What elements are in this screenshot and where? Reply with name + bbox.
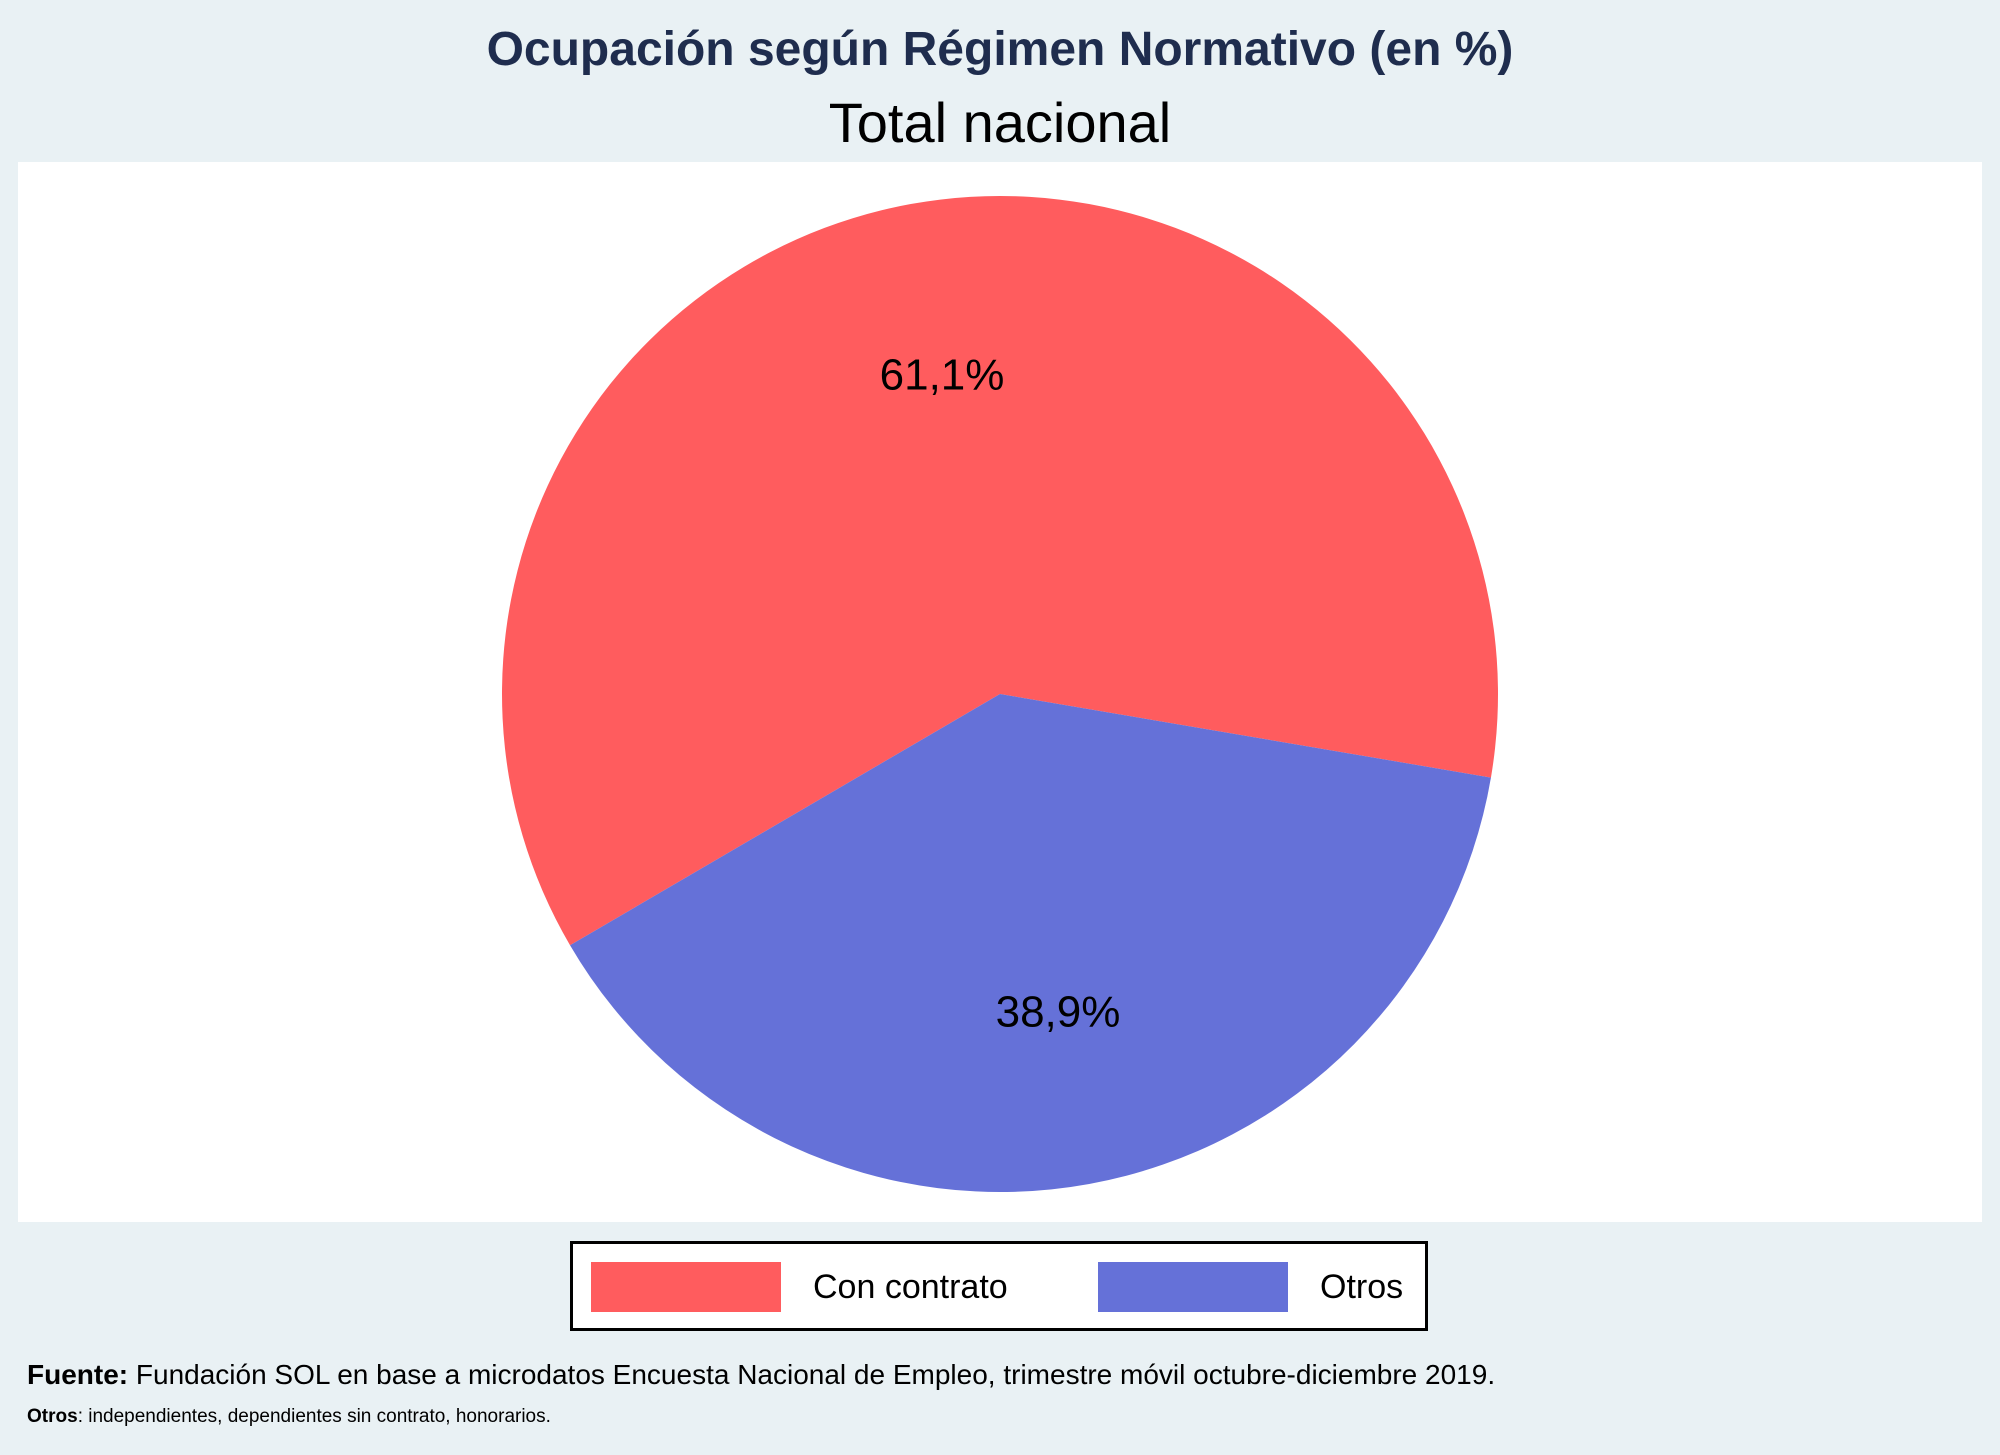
legend: Con contrato Otros	[570, 1241, 1428, 1331]
source-note: Fuente: Fundación SOL en base a microdat…	[27, 1359, 1495, 1391]
legend-label-otros: Otros	[1320, 1267, 1404, 1306]
source-text: Fundación SOL en base a microdatos Encue…	[128, 1359, 1496, 1390]
footnote: Otros: independientes, dependientes sin …	[27, 1406, 551, 1428]
pie-slice-otros	[570, 694, 1491, 1192]
plot-area: 61,1% 38,9%	[18, 162, 1982, 1222]
pie-chart: 61,1% 38,9%	[501, 196, 1498, 1192]
source-label: Fuente:	[27, 1359, 129, 1390]
legend-label-con-contrato: Con contrato	[813, 1267, 1008, 1306]
data-label-otros: 38,9%	[996, 987, 1121, 1036]
pie-slice-con-contrato	[501, 196, 1498, 946]
legend-item-otros: Otros	[1098, 1262, 1403, 1312]
chart-subtitle: Total nacional	[828, 91, 1172, 154]
legend-swatch-otros	[1098, 1262, 1288, 1312]
data-label-con-contrato: 61,1%	[880, 351, 1005, 400]
chart-title: Ocupación según Régimen Normativo (en %)	[486, 23, 1514, 76]
footnote-label: Otros	[27, 1406, 78, 1427]
legend-swatch-con-contrato	[591, 1262, 781, 1312]
legend-item-con-contrato: Con contrato	[591, 1262, 1008, 1312]
footnote-text: : independientes, dependientes sin contr…	[77, 1406, 551, 1427]
